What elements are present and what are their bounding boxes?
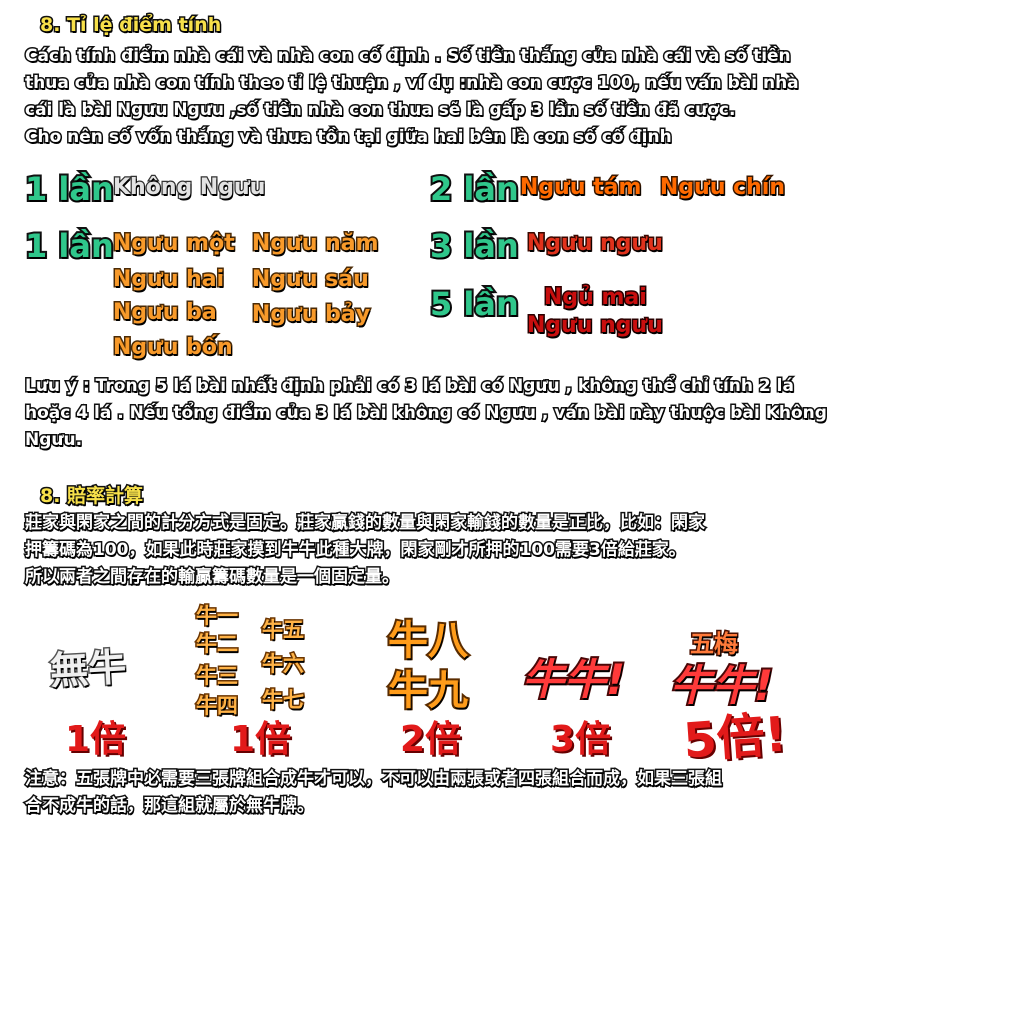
- hand-label: Ngưu chín: [658, 174, 786, 202]
- vi-note-line-2: hoặc 4 lá . Nếu tổng điểm của 3 lá bài k…: [24, 402, 829, 425]
- hand-art-bull-bull: 牛牛!: [668, 659, 775, 712]
- hand-art: 牛三: [195, 663, 240, 690]
- multiplier-label: 1 lần: [23, 225, 116, 267]
- hand-art: 牛五: [261, 617, 306, 644]
- hand-label-no-bull: Không Ngưu: [112, 174, 267, 202]
- hand-label: Ngưu bảy: [250, 301, 371, 329]
- hand-label: Ngưu ba: [112, 299, 219, 327]
- zh-paragraph-line-3: 所以兩者之間存在的輸贏籌碼數量是一個固定量。: [24, 566, 401, 589]
- multiplier-label: 1 lần: [23, 168, 116, 210]
- hand-label: Ngưu bốn: [112, 334, 235, 362]
- hand-art: 牛六: [261, 651, 306, 678]
- vi-section-title: 8. Tỉ lệ điểm tính: [38, 13, 222, 38]
- zh-section-title: 8. 賠率計算: [38, 484, 144, 509]
- vi-paragraph-line-2: thua của nhà con tính theo tỉ lệ thuận ,…: [24, 72, 801, 95]
- hand-art-five-plum: 五梅: [689, 629, 740, 660]
- hand-art: 牛八: [386, 616, 470, 666]
- hand-art-bull-bull: 牛牛!: [520, 653, 627, 706]
- hand-label: Ngưu tám: [518, 174, 642, 202]
- multiplier-label: 3 lần: [428, 225, 521, 267]
- hand-art: 牛九: [386, 666, 470, 716]
- vi-paragraph-line-1: Cách tính điểm nhà cái và nhà con cố địn…: [24, 45, 793, 68]
- payout-multiplier: 3倍: [548, 717, 613, 762]
- hand-label: Ngưu sáu: [251, 266, 371, 294]
- multiplier-label: 5 lần: [428, 283, 521, 325]
- zh-note-line-1: 注意：五張牌中必需要三張牌組合成牛才可以，不可以由兩張或者四張組合而成，如果三張…: [24, 768, 724, 791]
- hand-art-no-bull: 無牛: [48, 644, 129, 695]
- hand-art: 牛二: [195, 631, 240, 658]
- vi-note-line-1: Lưu ý : Trong 5 lá bài nhất định phải có…: [24, 375, 796, 398]
- hand-art: 牛一: [195, 603, 240, 630]
- payout-multiplier: 1倍: [63, 717, 128, 762]
- zh-paragraph-line-2: 押籌碼為100，如果此時莊家摸到牛牛此種大牌，閑家剛才所押的100需要3倍給莊家…: [24, 539, 688, 562]
- multiplier-label: 2 lần: [428, 168, 521, 210]
- hand-label: Ngưu ngưu: [526, 230, 665, 258]
- vi-paragraph-line-4: Cho nên số vốn thắng và thua tồn tại giữ…: [24, 126, 674, 149]
- hand-label: Ngưu ngưu: [526, 312, 665, 340]
- vi-note-line-3: Ngưu.: [23, 429, 83, 452]
- zh-note-line-2: 合不成牛的話，那這組就屬於無牛牌。: [24, 795, 316, 818]
- hand-art: 牛七: [261, 687, 306, 714]
- hand-label: Ngưu năm: [251, 230, 381, 258]
- payout-multiplier: 1倍: [228, 717, 293, 762]
- payout-multiplier: 5倍!: [680, 704, 791, 771]
- zh-paragraph-line-1: 莊家與閑家之間的計分方式是固定。莊家贏錢的數量與閑家輸錢的數量是正比，比如：閑家: [24, 512, 707, 535]
- hand-label: Ngủ mai: [543, 284, 649, 312]
- hand-art: 牛四: [195, 693, 240, 720]
- hand-label: Ngưu hai: [111, 266, 225, 294]
- hand-label: Ngưu một: [112, 230, 237, 258]
- payout-multiplier: 2倍: [398, 717, 463, 762]
- vi-paragraph-line-3: cái là bài Ngưu Ngưu ,số tiền nhà con th…: [23, 99, 736, 122]
